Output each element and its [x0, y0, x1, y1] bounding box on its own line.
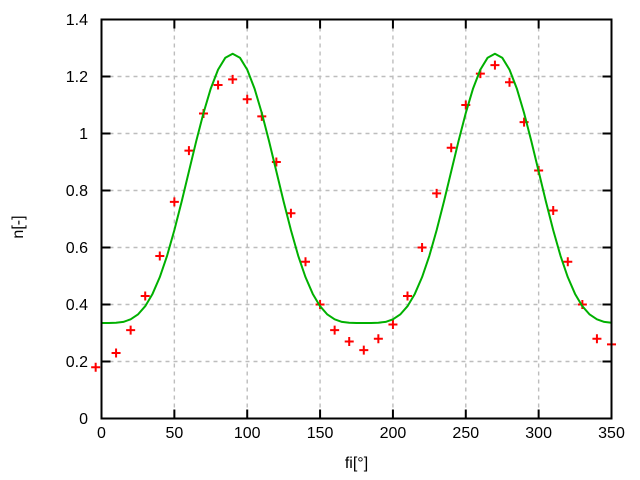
fit-curve-series	[100, 52, 613, 325]
data-point-marker	[301, 257, 310, 267]
measured-points-series	[91, 60, 616, 372]
data-point-marker	[359, 345, 369, 355]
x-tick-label: 350	[598, 425, 625, 442]
y-tick-label: 0	[79, 411, 88, 428]
y-tick-label: 0.8	[66, 183, 88, 200]
y-tick-label: 1.2	[66, 69, 88, 86]
data-point-marker	[330, 325, 340, 335]
x-tick-label: 250	[452, 425, 479, 442]
data-point-marker	[213, 80, 223, 90]
data-point-marker	[228, 74, 238, 84]
y-tick-label: 0.2	[66, 354, 88, 371]
data-point-marker	[184, 146, 194, 156]
data-point-marker	[126, 325, 136, 335]
x-tick-label: 50	[165, 425, 183, 442]
data-point-marker	[242, 94, 252, 104]
axis-ticks	[100, 18, 613, 420]
data-point-marker	[169, 197, 179, 207]
data-point-marker	[286, 208, 296, 218]
data-point-marker	[563, 257, 573, 267]
fit-curve-line	[100, 52, 613, 325]
data-point-marker	[505, 77, 514, 87]
x-tick-label: 150	[307, 425, 334, 442]
y-axis-label: n[-]	[10, 215, 27, 238]
data-point-marker	[388, 319, 398, 329]
y-tick-label: 0.4	[66, 297, 88, 314]
y-tick-labels: 0 0.2 0.4 0.6 0.8 1 1.2 1.4	[66, 12, 88, 428]
data-point-marker	[446, 143, 456, 153]
x-tick-label: 200	[380, 425, 407, 442]
y-tick-label: 0.6	[66, 240, 88, 257]
x-axis-label: fi[°]	[345, 455, 368, 472]
y-tick-label: 1	[79, 126, 88, 143]
data-point-marker	[490, 60, 500, 70]
data-point-marker	[344, 337, 354, 347]
data-point-marker	[432, 188, 442, 198]
data-point-marker	[155, 251, 165, 261]
data-point-marker	[417, 243, 427, 252]
data-point-marker	[548, 205, 558, 215]
y-tick-label: 1.4	[66, 12, 88, 29]
data-point-marker	[373, 334, 383, 344]
x-tick-labels: 0 50 100 150 200 250 300 350	[97, 425, 625, 442]
grid-lines	[101, 19, 612, 419]
x-tick-label: 0	[97, 425, 106, 442]
x-tick-label: 300	[525, 425, 552, 442]
plot-border	[100, 18, 613, 420]
data-point-marker	[592, 334, 602, 344]
plot-border-rect	[100, 18, 613, 420]
data-point-marker	[91, 362, 101, 372]
data-point-marker	[140, 291, 150, 301]
data-point-marker	[111, 348, 121, 358]
data-point-marker	[403, 291, 412, 301]
x-tick-label: 100	[234, 425, 261, 442]
